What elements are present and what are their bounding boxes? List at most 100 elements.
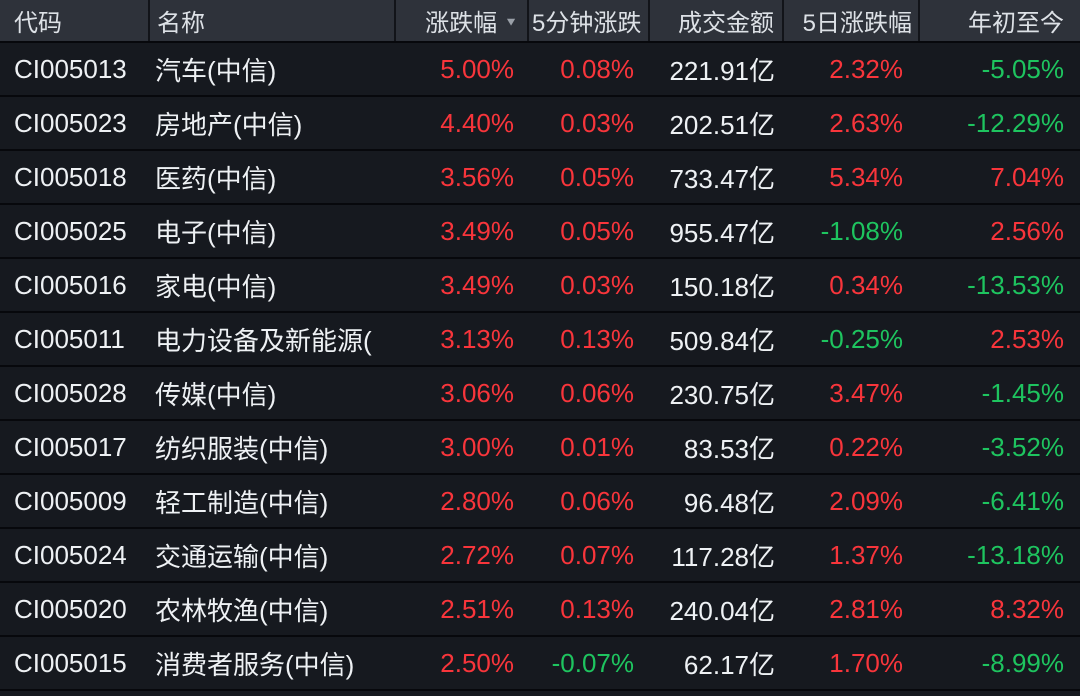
table-row[interactable]: CI005025 电子(中信) 3.49% 0.05% 955.47亿 -1.0… xyxy=(0,205,1080,259)
cell-ytd: 2.53% xyxy=(990,323,1064,354)
cell-name: 轻工制造(中信) xyxy=(155,487,329,518)
cell-ytd: -13.53% xyxy=(967,269,1064,300)
cell-5min-change: 0.13% xyxy=(560,323,634,354)
cell-code: CI005024 xyxy=(14,539,127,570)
cell-turnover: 509.84亿 xyxy=(669,325,775,356)
cell-5min-change: 0.05% xyxy=(560,215,634,246)
cell-5day-change: 1.70% xyxy=(829,647,903,678)
cell-5min-change: 0.06% xyxy=(560,485,634,516)
cell-5day-change: 0.22% xyxy=(829,431,903,462)
cell-turnover: 230.75亿 xyxy=(669,379,775,410)
table-row[interactable]: CI005024 交通运输(中信) 2.72% 0.07% 117.28亿 1.… xyxy=(0,529,1080,583)
column-header-5min-change[interactable]: 5分钟涨跌 xyxy=(527,0,648,41)
table-row[interactable]: CI005016 家电(中信) 3.49% 0.03% 150.18亿 0.34… xyxy=(0,259,1080,313)
cell-5day-change: 0.34% xyxy=(829,269,903,300)
cell-turnover: 62.17亿 xyxy=(683,649,775,680)
cell-turnover: 83.53亿 xyxy=(683,433,775,464)
cell-code: CI005023 xyxy=(14,107,127,138)
cell-ytd: -13.18% xyxy=(967,539,1064,570)
cell-name: 交通运输(中信) xyxy=(155,541,329,572)
cell-5min-change: -0.07% xyxy=(551,647,634,678)
table-row[interactable]: CI005009 轻工制造(中信) 2.80% 0.06% 96.48亿 2.0… xyxy=(0,475,1080,529)
cell-code: CI005028 xyxy=(14,377,127,408)
sort-desc-icon: ▼ xyxy=(504,13,518,28)
cell-code: CI005016 xyxy=(14,269,127,300)
cell-code: CI005018 xyxy=(14,161,127,192)
cell-5min-change: 0.13% xyxy=(560,593,634,624)
cell-code: CI005020 xyxy=(14,593,127,624)
cell-name: 电子(中信) xyxy=(155,217,277,248)
cell-turnover: 96.48亿 xyxy=(683,487,775,518)
cell-code: CI005017 xyxy=(14,431,127,462)
column-header-ytd[interactable]: 年初至今 xyxy=(918,0,1080,41)
cell-ytd: -3.52% xyxy=(981,431,1064,462)
cell-turnover: 202.51亿 xyxy=(669,109,775,140)
cell-5min-change: 0.07% xyxy=(560,539,634,570)
cell-code: CI005009 xyxy=(14,485,127,516)
cell-name: 传媒(中信) xyxy=(155,379,277,410)
cell-5day-change: 2.09% xyxy=(829,485,903,516)
cell-change: 4.40% xyxy=(440,107,514,138)
cell-name: 房地产(中信) xyxy=(155,109,303,140)
column-header-change[interactable]: 涨跌幅 ▼ xyxy=(394,0,527,41)
table-row[interactable]: CI005015 消费者服务(中信) 2.50% -0.07% 62.17亿 1… xyxy=(0,637,1080,691)
cell-ytd: -8.99% xyxy=(981,647,1064,678)
column-header-name[interactable]: 名称 xyxy=(148,0,394,41)
table-row[interactable]: CI005028 传媒(中信) 3.06% 0.06% 230.75亿 3.47… xyxy=(0,367,1080,421)
cell-turnover: 955.47亿 xyxy=(669,217,775,248)
cell-change: 3.49% xyxy=(440,269,514,300)
cell-5min-change: 0.01% xyxy=(560,431,634,462)
cell-change: 3.49% xyxy=(440,215,514,246)
cell-5min-change: 0.03% xyxy=(560,269,634,300)
cell-name: 消费者服务(中信) xyxy=(155,649,355,680)
cell-5day-change: 2.63% xyxy=(829,107,903,138)
table-row[interactable]: CI005020 农林牧渔(中信) 2.51% 0.13% 240.04亿 2.… xyxy=(0,583,1080,637)
table-header: 代码 名称 涨跌幅 ▼ 5分钟涨跌 成交金额 5日涨跌幅 年初至今 xyxy=(0,0,1080,43)
cell-5day-change: 5.34% xyxy=(829,161,903,192)
cell-5day-change: 1.37% xyxy=(829,539,903,570)
table-row[interactable]: CI005023 房地产(中信) 4.40% 0.03% 202.51亿 2.6… xyxy=(0,97,1080,151)
cell-code: CI005013 xyxy=(14,53,127,84)
table-row[interactable]: CI005013 汽车(中信) 5.00% 0.08% 221.91亿 2.32… xyxy=(0,43,1080,97)
cell-change: 3.00% xyxy=(440,431,514,462)
cell-5day-change: -0.25% xyxy=(820,323,903,354)
cell-name: 电力设备及新能源( xyxy=(155,325,372,356)
column-header-5day-change[interactable]: 5日涨跌幅 xyxy=(782,0,918,41)
cell-ytd: -5.05% xyxy=(981,53,1064,84)
cell-5day-change: 3.47% xyxy=(829,377,903,408)
column-header-change-label: 涨跌幅 xyxy=(425,10,498,37)
cell-change: 2.51% xyxy=(440,593,514,624)
cell-5min-change: 0.05% xyxy=(560,161,634,192)
table-row[interactable]: CI005011 电力设备及新能源( 3.13% 0.13% 509.84亿 -… xyxy=(0,313,1080,367)
cell-name: 医药(中信) xyxy=(155,163,277,194)
cell-name: 汽车(中信) xyxy=(155,55,277,86)
cell-ytd: 8.32% xyxy=(990,593,1064,624)
cell-turnover: 733.47亿 xyxy=(669,163,775,194)
cell-5day-change: 2.32% xyxy=(829,53,903,84)
cell-change: 2.80% xyxy=(440,485,514,516)
table-body: CI005013 汽车(中信) 5.00% 0.08% 221.91亿 2.32… xyxy=(0,43,1080,691)
table-row[interactable]: CI005017 纺织服装(中信) 3.00% 0.01% 83.53亿 0.2… xyxy=(0,421,1080,475)
cell-turnover: 150.18亿 xyxy=(669,271,775,302)
column-header-code[interactable]: 代码 xyxy=(14,10,62,37)
cell-change: 5.00% xyxy=(440,53,514,84)
cell-5min-change: 0.06% xyxy=(560,377,634,408)
cell-ytd: 7.04% xyxy=(990,161,1064,192)
cell-change: 3.13% xyxy=(440,323,514,354)
table-row[interactable]: CI005018 医药(中信) 3.56% 0.05% 733.47亿 5.34… xyxy=(0,151,1080,205)
cell-change: 3.56% xyxy=(440,161,514,192)
cell-change: 2.50% xyxy=(440,647,514,678)
cell-ytd: -1.45% xyxy=(981,377,1064,408)
column-header-turnover[interactable]: 成交金额 xyxy=(648,0,782,41)
cell-ytd: 2.56% xyxy=(990,215,1064,246)
cell-code: CI005011 xyxy=(14,323,125,354)
cell-turnover: 117.28亿 xyxy=(671,541,775,572)
cell-5day-change: 2.81% xyxy=(829,593,903,624)
cell-turnover: 240.04亿 xyxy=(669,595,775,626)
cell-name: 纺织服装(中信) xyxy=(155,433,329,464)
cell-5min-change: 0.03% xyxy=(560,107,634,138)
cell-code: CI005015 xyxy=(14,647,127,678)
cell-ytd: -12.29% xyxy=(967,107,1064,138)
cell-ytd: -6.41% xyxy=(981,485,1064,516)
